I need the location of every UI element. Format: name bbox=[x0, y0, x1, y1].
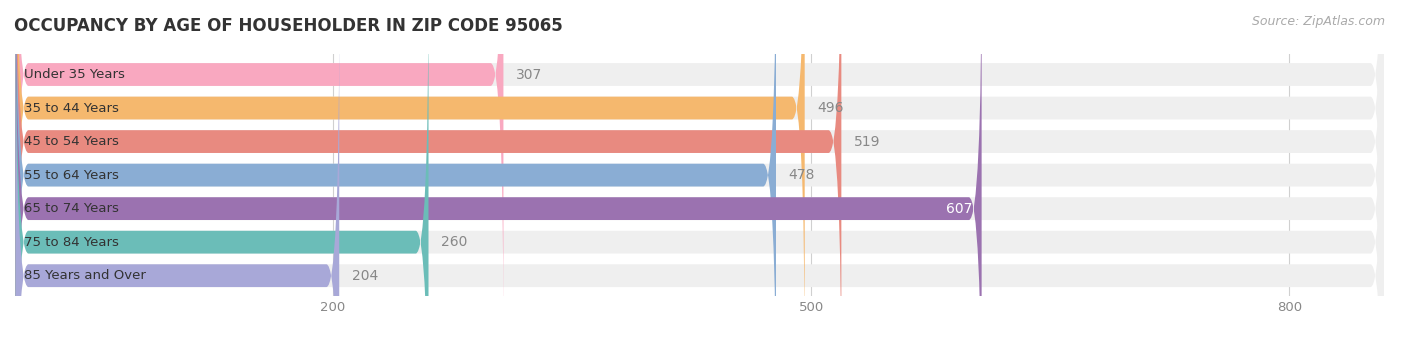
Text: 307: 307 bbox=[516, 68, 543, 82]
Text: 45 to 54 Years: 45 to 54 Years bbox=[24, 135, 118, 148]
Text: 496: 496 bbox=[817, 101, 844, 115]
FancyBboxPatch shape bbox=[15, 0, 841, 340]
Text: 204: 204 bbox=[352, 269, 378, 283]
FancyBboxPatch shape bbox=[15, 0, 1384, 332]
Text: 35 to 44 Years: 35 to 44 Years bbox=[24, 102, 118, 115]
FancyBboxPatch shape bbox=[15, 0, 1384, 340]
FancyBboxPatch shape bbox=[15, 0, 804, 340]
Text: 260: 260 bbox=[441, 235, 468, 249]
FancyBboxPatch shape bbox=[15, 0, 1384, 340]
Text: 478: 478 bbox=[789, 168, 815, 182]
Text: 75 to 84 Years: 75 to 84 Years bbox=[24, 236, 118, 249]
Text: OCCUPANCY BY AGE OF HOUSEHOLDER IN ZIP CODE 95065: OCCUPANCY BY AGE OF HOUSEHOLDER IN ZIP C… bbox=[14, 17, 562, 35]
Text: Source: ZipAtlas.com: Source: ZipAtlas.com bbox=[1251, 15, 1385, 28]
FancyBboxPatch shape bbox=[15, 0, 1384, 340]
FancyBboxPatch shape bbox=[15, 0, 981, 340]
FancyBboxPatch shape bbox=[15, 0, 429, 340]
Text: 55 to 64 Years: 55 to 64 Years bbox=[24, 169, 118, 182]
FancyBboxPatch shape bbox=[15, 0, 776, 340]
FancyBboxPatch shape bbox=[15, 19, 1384, 340]
Text: Under 35 Years: Under 35 Years bbox=[24, 68, 125, 81]
FancyBboxPatch shape bbox=[15, 0, 503, 332]
FancyBboxPatch shape bbox=[15, 19, 339, 340]
Text: 85 Years and Over: 85 Years and Over bbox=[24, 269, 145, 282]
FancyBboxPatch shape bbox=[15, 0, 1384, 340]
FancyBboxPatch shape bbox=[15, 0, 1384, 340]
Text: 65 to 74 Years: 65 to 74 Years bbox=[24, 202, 118, 215]
Text: 519: 519 bbox=[853, 135, 880, 149]
Text: 607: 607 bbox=[946, 202, 972, 216]
